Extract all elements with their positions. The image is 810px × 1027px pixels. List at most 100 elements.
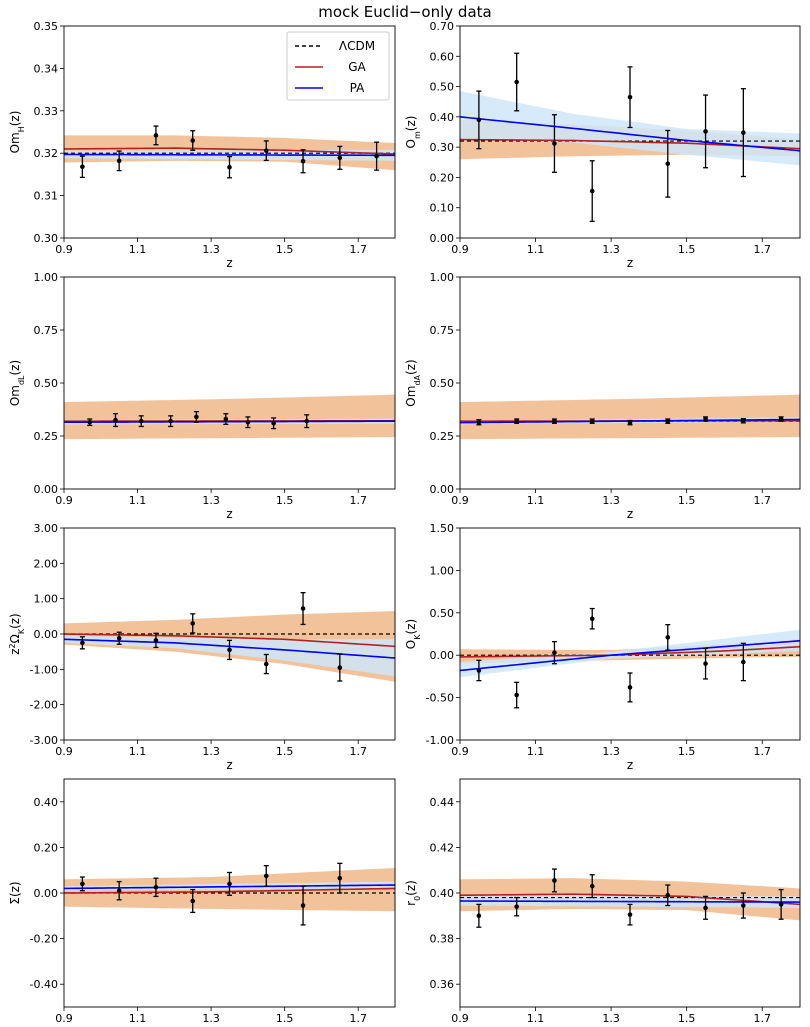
- pa-line: [460, 900, 800, 903]
- axes-frame: [459, 527, 801, 741]
- data-point: [300, 149, 306, 174]
- plot-area: [64, 125, 395, 179]
- point-marker: [627, 685, 633, 690]
- point-marker: [300, 606, 306, 611]
- point-marker: [80, 164, 85, 170]
- data-point: [740, 642, 746, 682]
- y-tick-label: 0.32: [34, 147, 59, 160]
- y-tick-label: 0.10: [430, 202, 455, 215]
- y-tick-label: 0.40: [430, 111, 455, 124]
- data-point: [627, 66, 633, 129]
- data-point: [190, 613, 196, 634]
- y-tick-label: -2.00: [30, 699, 58, 712]
- data-point: [514, 52, 520, 112]
- point-marker: [627, 912, 633, 917]
- y-tick-label: 0.20: [34, 841, 59, 854]
- point-marker: [245, 419, 251, 425]
- data-point: [627, 903, 633, 926]
- panel-omdL: 0.9 1.1 1.3 1.5 1.7 0.00 0.25 0.50 0.75 1.00 z OmdL…: [8, 271, 396, 521]
- data-point: [79, 155, 85, 179]
- data-point: [665, 624, 671, 651]
- x-tick-label: 0.9: [55, 1012, 73, 1025]
- y-tick-label: 0.50: [430, 607, 455, 620]
- data-point: [79, 876, 85, 892]
- point-marker: [304, 418, 310, 424]
- y-tick-label: 0.30: [34, 232, 59, 245]
- x-tick-label: 1.1: [527, 745, 545, 758]
- x-tick-label: 1.3: [602, 494, 620, 507]
- y-tick-label: 0.38: [430, 933, 455, 946]
- data-point: [263, 140, 269, 162]
- x-axis-label: z: [226, 758, 232, 772]
- panel-om: 0.9 1.1 1.3 1.5 1.7 0.00 0.10 0.20 0.30 0.40 0.50 0…: [404, 20, 801, 270]
- x-tick-label: 1.3: [202, 494, 220, 507]
- ga-confidence-band: [64, 394, 395, 440]
- pa-confidence-band: [64, 635, 395, 677]
- y-tick-label: 0.60: [430, 50, 455, 63]
- x-tick-label: 1.5: [678, 745, 696, 758]
- panel-omH: 0.9 1.1 1.3 1.5 1.7 0.30 0.31 0.32 0.33 0.34 0.35 z…: [8, 20, 396, 270]
- data-point: [665, 129, 671, 198]
- point-marker: [337, 875, 343, 881]
- point-marker: [168, 418, 173, 424]
- point-marker: [227, 881, 232, 887]
- plot-area: [460, 52, 800, 222]
- point-marker: [703, 661, 708, 666]
- point-marker: [153, 638, 159, 643]
- plot-area: [460, 607, 800, 709]
- y-tick-label: 0.75: [430, 324, 455, 337]
- x-tick-label: 0.9: [451, 745, 469, 758]
- x-axis-label: z: [226, 507, 232, 521]
- x-tick-label: 0.9: [451, 494, 469, 507]
- data-point: [190, 130, 196, 151]
- point-marker: [514, 79, 519, 85]
- point-marker: [190, 138, 196, 143]
- data-point: [476, 903, 482, 928]
- plot-area: [460, 868, 800, 928]
- point-marker: [778, 902, 784, 907]
- y-tick-label: 0.35: [34, 20, 59, 33]
- data-point: [153, 125, 159, 146]
- y-tick-label: 0.42: [430, 841, 455, 854]
- panel-ok: 0.9 1.1 1.3 1.5 1.7 -1.00 -0.50 0.00 0.50 1.00 1.5…: [404, 522, 801, 772]
- axes-frame: [63, 276, 396, 490]
- point-marker: [80, 640, 85, 646]
- y-tick-label: 0.20: [430, 171, 455, 184]
- x-tick-label: 1.5: [276, 1012, 294, 1025]
- figure-title: mock Euclid−only data: [318, 3, 491, 21]
- data-point: [589, 160, 595, 222]
- panel-omdA: 0.9 1.1 1.3 1.5 1.7 0.00 0.25 0.50 0.75 1.00 z OmdA…: [404, 271, 801, 521]
- y-tick-label: 1.00: [430, 271, 455, 284]
- y-tick-label: 0.50: [430, 81, 455, 94]
- point-marker: [138, 418, 144, 424]
- x-tick-label: 1.3: [602, 745, 620, 758]
- point-marker: [552, 418, 557, 424]
- y-tick-label: 0.50: [34, 377, 59, 390]
- data-point: [271, 417, 277, 430]
- data-point: [476, 419, 482, 426]
- data-point: [190, 888, 196, 914]
- x-tick-label: 0.9: [451, 243, 469, 256]
- point-marker: [374, 153, 379, 159]
- point-marker: [589, 418, 595, 424]
- y-tick-label: 0.00: [430, 649, 455, 662]
- x-tick-label: 1.7: [349, 1012, 367, 1025]
- x-tick-label: 1.3: [202, 745, 220, 758]
- panel-z2ok: 0.9 1.1 1.3 1.5 1.7 -3.00 -2.00 -1.00 0.00 1.00 2.…: [8, 522, 396, 772]
- data-point: [263, 653, 269, 675]
- x-tick-label: 0.9: [451, 1012, 469, 1025]
- y-tick-label: 0.36: [430, 978, 455, 991]
- point-marker: [263, 148, 269, 153]
- plot-area: [460, 394, 800, 440]
- data-point: [551, 868, 557, 893]
- data-point: [168, 415, 174, 428]
- data-point: [589, 418, 595, 424]
- y-axis-label: r0(z): [404, 880, 422, 906]
- data-point: [665, 884, 671, 907]
- axes-frame: [459, 25, 801, 239]
- data-point: [223, 413, 229, 425]
- pa-confidence-band: [460, 91, 800, 166]
- x-tick-label: 1.5: [276, 494, 294, 507]
- y-tick-label: -1.00: [30, 663, 58, 676]
- point-marker: [741, 903, 746, 908]
